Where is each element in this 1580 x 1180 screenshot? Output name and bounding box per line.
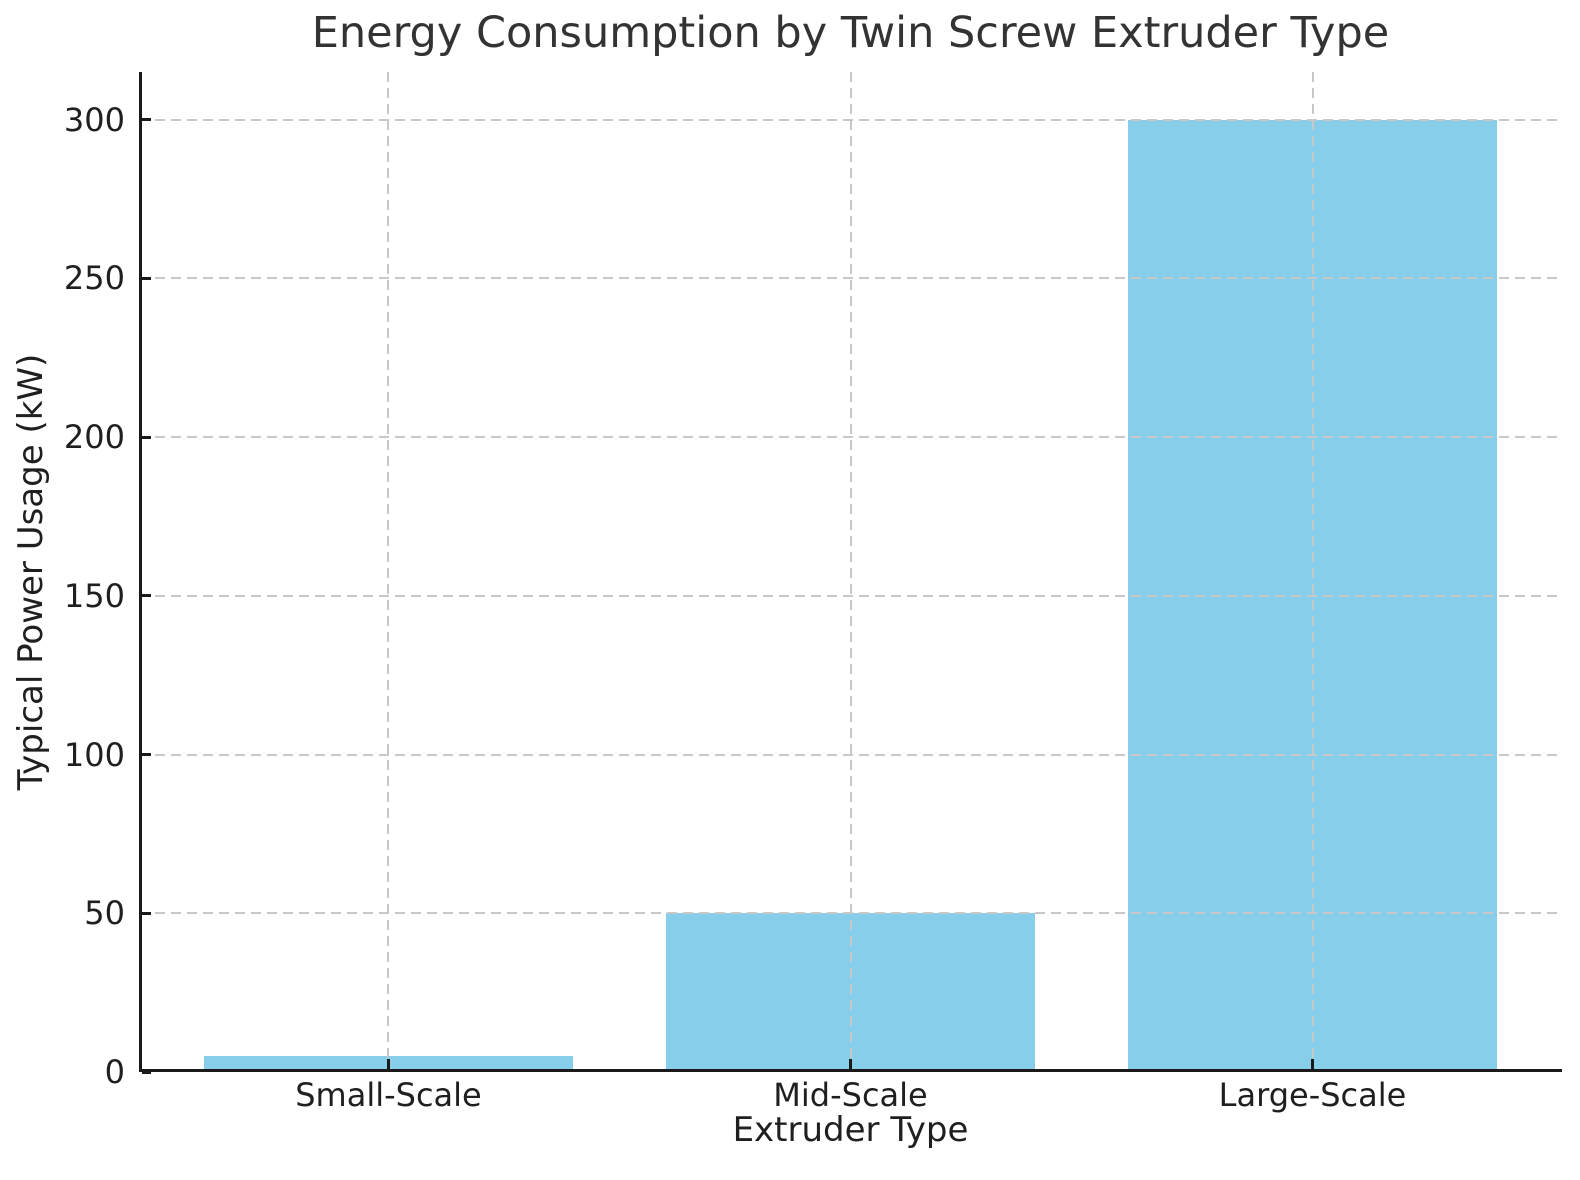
y-axis-spine: [139, 72, 142, 1072]
v-gridline: [849, 72, 852, 1072]
x-tick-mark: [849, 1059, 852, 1069]
x-tick-label: Small-Scale: [295, 1076, 482, 1114]
y-tick-mark: [142, 276, 151, 280]
y-tick-label: 50: [84, 894, 125, 933]
y-tick-label: 150: [63, 576, 125, 615]
y-tick-mark: [142, 1070, 151, 1074]
y-tick-label: 0: [104, 1053, 125, 1091]
y-tick-mark: [142, 753, 151, 757]
x-axis-label: Extruder Type: [732, 1110, 969, 1150]
x-axis-spine: [139, 1069, 1562, 1072]
x-tick-mark: [386, 1059, 390, 1069]
y-tick-mark: [142, 594, 151, 598]
x-tick-mark: [1311, 1059, 1314, 1069]
v-gridline: [1311, 72, 1314, 1072]
y-tick-label: 250: [63, 259, 125, 298]
y-tick-label: 200: [63, 418, 125, 457]
x-tick-label: Large-Scale: [1218, 1076, 1407, 1114]
y-tick-label: 100: [63, 735, 125, 774]
v-gridline: [387, 72, 390, 1072]
chart-title: Energy Consumption by Twin Screw Extrude…: [311, 8, 1390, 58]
y-tick-mark: [142, 435, 151, 439]
y-tick-mark: [142, 118, 151, 122]
y-tick-mark: [142, 911, 151, 915]
y-tick-label: 300: [63, 100, 125, 139]
x-tick-label: Mid-Scale: [773, 1076, 928, 1114]
